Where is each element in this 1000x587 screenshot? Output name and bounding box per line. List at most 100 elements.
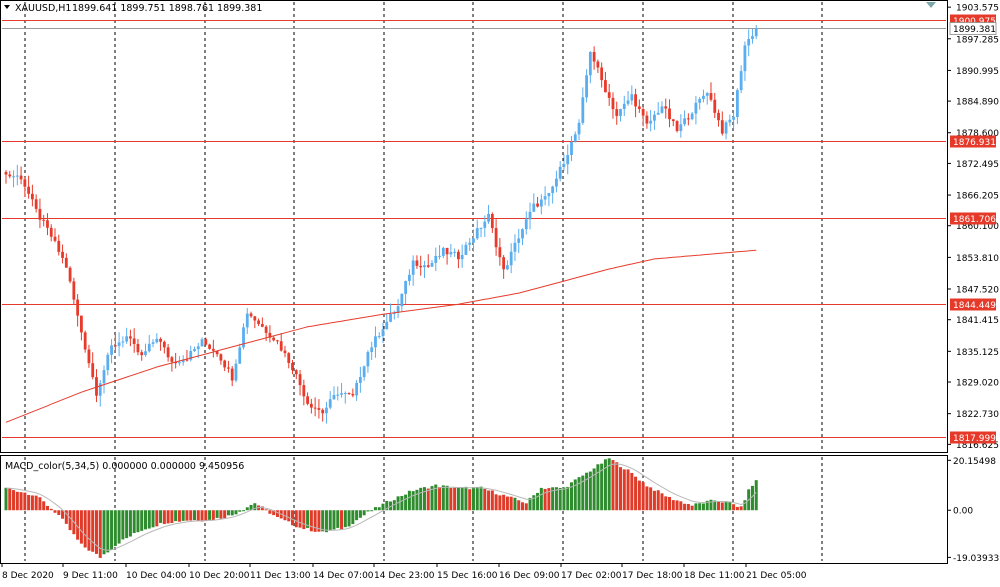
candle-body <box>751 36 754 39</box>
price-pane-frame <box>0 0 948 453</box>
candle-body <box>309 403 313 408</box>
candle-body <box>419 265 423 268</box>
macd-bar <box>487 490 491 511</box>
candle-body <box>83 332 87 350</box>
macd-bar <box>302 510 306 530</box>
macd-bar <box>592 468 596 511</box>
candle-body <box>46 220 49 228</box>
candle-body <box>671 119 675 122</box>
candle-body <box>125 336 129 342</box>
candle-body <box>434 256 438 263</box>
x-tick-label: 17 Dec 18:00 <box>622 571 683 581</box>
level-labels: 1900.975 1876.931 1861.706 1844.449 1817.999… <box>949 14 997 444</box>
macd-bar <box>294 510 298 528</box>
macd-bar <box>34 495 38 511</box>
macd-bar <box>438 486 442 511</box>
macd-bar <box>475 486 479 511</box>
candle-body <box>717 112 720 121</box>
x-tick-label: 10 Dec 20:00 <box>189 571 250 581</box>
candle-body <box>743 45 747 72</box>
macd-bar <box>468 489 472 511</box>
macd-bar <box>622 469 626 511</box>
macd-bar <box>223 510 227 519</box>
candle-body <box>211 348 215 351</box>
x-tick-label: 9 Dec 11:00 <box>63 571 118 581</box>
moving-average-line <box>5 249 757 423</box>
candle-body <box>426 265 430 267</box>
macd-bar <box>226 510 230 516</box>
level-tag <box>950 431 996 444</box>
candle-body <box>457 251 460 260</box>
macd-bar <box>298 510 302 528</box>
level-tag-text: 1817.999 <box>953 434 996 444</box>
macd-bar <box>652 490 656 511</box>
y-tick-label: 1835.125 <box>956 348 999 358</box>
candle-body <box>381 329 385 337</box>
candle-body <box>728 119 732 123</box>
macd-bar <box>193 510 196 521</box>
candle-body <box>23 179 27 187</box>
macd-bar <box>181 510 185 521</box>
macd-bar <box>98 510 102 558</box>
macd-bar <box>407 490 411 511</box>
macd-bar <box>585 472 589 511</box>
level-tag-text: 1876.931 <box>953 138 996 148</box>
candle-body <box>558 166 562 179</box>
level-tag <box>950 298 996 311</box>
macd-bar <box>679 501 683 511</box>
candle-body <box>732 117 736 120</box>
candle-body <box>147 343 151 352</box>
candle-body <box>260 323 264 327</box>
macd-bar <box>200 510 204 522</box>
x-tick-label: 11 Dec 13:00 <box>250 571 311 581</box>
candle-body <box>223 360 227 368</box>
candle-body <box>34 199 38 209</box>
candle-body <box>200 339 204 347</box>
scroll-arrow-icon[interactable] <box>926 2 936 8</box>
macd-bar <box>611 460 615 511</box>
candle-body <box>317 408 321 410</box>
macd-bar <box>347 510 351 527</box>
macd-bar <box>177 510 181 522</box>
candle-body <box>208 344 211 349</box>
candle-body <box>385 321 389 330</box>
macd-bar <box>471 487 475 511</box>
candle-body <box>747 38 751 46</box>
candle-body <box>332 394 336 400</box>
macd-bar <box>686 503 690 511</box>
macd-bar <box>309 510 313 532</box>
candle-body <box>656 112 660 115</box>
candle-body <box>562 164 566 167</box>
macd-bar <box>404 494 408 511</box>
macd-bar <box>630 472 634 511</box>
macd-bar <box>38 497 42 511</box>
macd-bar <box>494 494 498 511</box>
macd-bar <box>106 510 110 553</box>
candle-body <box>502 257 506 270</box>
dropdown-triangle-icon[interactable] <box>4 5 10 9</box>
candle-body <box>611 97 615 110</box>
candle-body <box>181 359 185 363</box>
macd-bar <box>136 510 140 533</box>
candle-body <box>234 363 238 381</box>
candle-body <box>592 52 596 62</box>
macd-bar <box>132 510 136 534</box>
candle-body <box>596 61 600 68</box>
candle-body <box>215 350 219 355</box>
macd-bar <box>577 477 581 511</box>
candle-body <box>38 208 42 220</box>
x-tick-label: 14 Dec 07:00 <box>313 571 374 581</box>
candle-body <box>227 367 230 369</box>
macd-bar <box>434 484 438 511</box>
candle-body <box>325 407 328 414</box>
y-tick-label: 1829.020 <box>956 379 999 389</box>
y-tick-label: 1884.890 <box>956 98 999 108</box>
candle-body <box>151 342 155 344</box>
macd-bar <box>321 510 325 532</box>
candle-body <box>438 255 441 257</box>
macd-bar <box>328 510 332 531</box>
macd-bar <box>558 487 562 511</box>
candle-body <box>634 94 637 107</box>
candle-body <box>174 361 178 364</box>
macd-bar <box>573 479 577 511</box>
